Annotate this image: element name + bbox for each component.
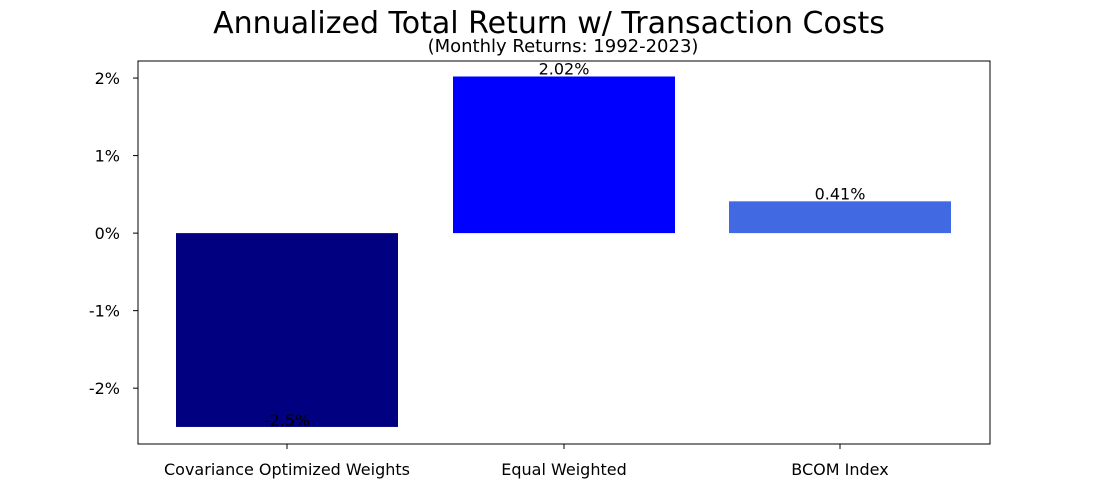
bar-value-label: 0.41%	[815, 184, 866, 203]
y-tick-label: 0%	[95, 224, 120, 243]
bar-covariance-optimized-weights	[176, 233, 398, 427]
bar-equal-weighted	[453, 76, 675, 234]
bar-value-label: 2.02%	[539, 60, 590, 79]
y-tick-label: -2%	[89, 379, 120, 398]
x-tick-label: Equal Weighted	[501, 460, 626, 479]
bars-group: -2.5% 2.02% 0.41%	[176, 60, 951, 430]
x-tick-label: BCOM Index	[791, 460, 888, 479]
chart-subtitle: (Monthly Returns: 1992-2023)	[428, 36, 699, 57]
y-axis: -2% -1% 0% 1% 2%	[89, 69, 138, 398]
y-tick-label: 2%	[95, 69, 120, 88]
y-tick-label: -1%	[89, 302, 120, 321]
x-tick-label: Covariance Optimized Weights	[164, 460, 410, 479]
y-tick-label: 1%	[95, 147, 120, 166]
bar-bcom-index	[729, 201, 951, 234]
chart-title: Annualized Total Return w/ Transaction C…	[213, 6, 885, 41]
x-axis: Covariance Optimized Weights Equal Weight…	[164, 444, 889, 479]
bar-value-label: -2.5%	[264, 411, 310, 430]
